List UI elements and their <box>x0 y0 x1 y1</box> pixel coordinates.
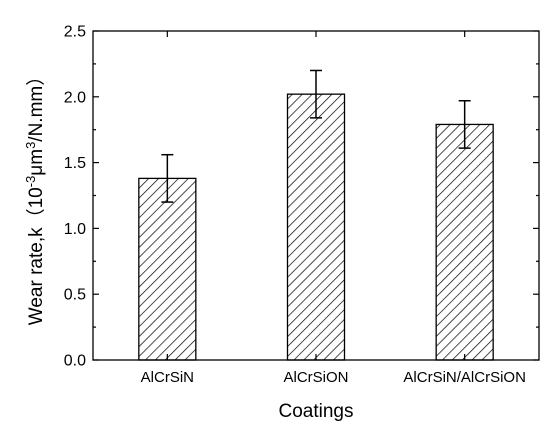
y-axis-title-exp2: 3 <box>23 142 38 149</box>
bar-2 <box>286 93 346 361</box>
error-bars-group <box>161 69 471 203</box>
y-axis-title-ten: 10 <box>26 187 47 208</box>
bar-1 <box>138 177 197 361</box>
y-axis-title-exp1: -3 <box>23 176 38 188</box>
bar-3 <box>435 123 494 361</box>
y-tick-label: 1.0 <box>64 221 86 238</box>
y-axis-title-prefix: Wear rate,k（ <box>25 208 47 325</box>
x-axis: AlCrSiN AlCrSiON AlCrSiN/AlCrSiON <box>141 31 526 386</box>
y-axis-title-suffix: /N.mm） <box>25 67 47 142</box>
y-axis: 0.0 0.5 1.0 1.5 2.0 2.5 <box>64 24 539 370</box>
y-tick-label: 2.5 <box>64 24 86 41</box>
y-axis-title: Wear rate,k（10-3μm3/N.mm） <box>23 67 48 326</box>
bars-group <box>138 93 494 361</box>
y-tick-label: 0.5 <box>64 287 86 304</box>
y-tick-label: 1.5 <box>64 155 86 172</box>
y-tick-label: 2.0 <box>64 89 86 106</box>
x-tick-label: AlCrSiON <box>283 369 348 386</box>
x-axis-title: Coatings <box>279 401 354 422</box>
y-tick-label: 0.0 <box>64 353 86 370</box>
x-tick-label: AlCrSiN <box>141 369 194 386</box>
x-tick-label: AlCrSiN/AlCrSiON <box>403 369 526 386</box>
y-axis-title-micron: μm <box>26 149 47 176</box>
